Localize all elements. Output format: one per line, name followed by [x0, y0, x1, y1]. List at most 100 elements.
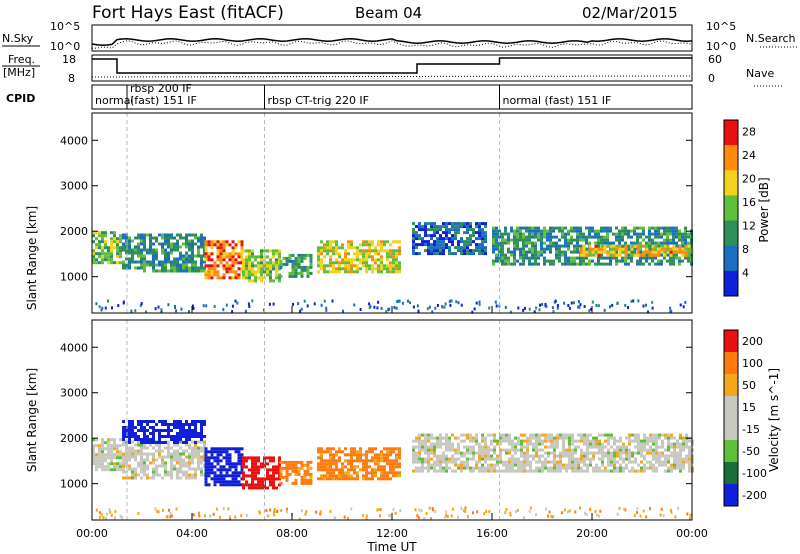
echo-cell [502, 469, 505, 473]
echo-cell [248, 264, 251, 268]
echo-cell [125, 470, 128, 474]
echo-cell [164, 464, 167, 468]
echo-cell [326, 459, 329, 463]
echo-cell [421, 460, 424, 464]
search-noise-line [91, 40, 693, 49]
echo-cell [279, 259, 283, 263]
echo-cell [131, 420, 134, 423]
echo-cell [481, 445, 484, 449]
echo-cell [365, 462, 368, 466]
echo-cell [550, 442, 553, 446]
echo-cell [685, 445, 688, 449]
echo-cell [110, 246, 113, 250]
echo-cell [619, 445, 622, 449]
echo-cell [131, 260, 134, 264]
echo-cell [607, 436, 610, 440]
echo-cell [597, 250, 601, 254]
echo-cell [502, 448, 505, 452]
echo-cell [601, 469, 604, 473]
echo-cell [164, 242, 167, 246]
echo-cell [398, 261, 401, 265]
echo-cell [128, 248, 131, 252]
echo-cell [240, 246, 244, 250]
echo-cell [149, 242, 152, 246]
echo-cell [119, 462, 122, 466]
echo-cell [495, 229, 498, 233]
echo-cell [272, 486, 275, 490]
echo-cell [146, 423, 149, 426]
echo-cell [585, 262, 588, 266]
echo-cell [269, 267, 272, 271]
echo-cell [377, 456, 380, 460]
echo-cell [553, 469, 556, 473]
echo-cell [516, 247, 519, 251]
echo-cell [323, 477, 326, 481]
echo-cell [143, 435, 146, 438]
echo-cell [661, 433, 664, 437]
echo-cell [472, 252, 475, 256]
echo-cell [95, 252, 98, 256]
echo-cell [125, 263, 128, 267]
echo-cell [219, 258, 223, 262]
echo-cell [682, 445, 685, 449]
echo-cell [398, 246, 401, 250]
echo-cell [637, 299, 640, 303]
echo-cell [603, 308, 606, 312]
echo-cell [424, 457, 427, 461]
echo-cell [176, 432, 179, 435]
echo-cell [188, 461, 191, 465]
echo-cell [222, 468, 226, 472]
echo-cell [681, 232, 684, 236]
echo-cell [472, 231, 475, 235]
echo-cell [272, 477, 275, 481]
echo-cell [591, 247, 595, 251]
echo-cell [670, 463, 673, 467]
echo-cell [161, 269, 164, 273]
echo-cell [553, 457, 556, 461]
y-tick-label: 3000 [60, 387, 88, 400]
echo-cell [285, 469, 289, 473]
echo-cell [562, 463, 565, 467]
echo-cell [110, 450, 113, 454]
echo-cell [466, 457, 469, 461]
echo-cell [663, 241, 666, 245]
echo-cell [418, 433, 421, 437]
echo-cell [555, 250, 558, 254]
echo-cell [395, 240, 398, 244]
echo-cell [621, 235, 624, 239]
echo-cell [454, 252, 457, 256]
echo-cell [421, 466, 424, 470]
echo-cell [580, 436, 583, 440]
echo-cell [601, 457, 604, 461]
echo-cell [143, 420, 146, 423]
echo-cell [538, 436, 541, 440]
echo-cell [347, 267, 350, 271]
echo-cell [194, 269, 197, 273]
echo-cell [306, 460, 310, 464]
echo-cell [558, 229, 561, 233]
echo-cell [265, 509, 268, 512]
echo-cell [504, 256, 507, 260]
echo-cell [131, 452, 134, 456]
echo-cell [457, 225, 460, 229]
echo-cell [535, 436, 538, 440]
echo-cell [219, 471, 223, 475]
echo-cell [335, 243, 338, 247]
echo-cell [247, 302, 250, 306]
echo-cell [167, 303, 170, 307]
echo-cell [152, 435, 155, 438]
echo-cell [143, 461, 146, 465]
echo-cell [228, 252, 232, 256]
echo-cell [645, 235, 648, 239]
echo-cell [490, 469, 493, 473]
echo-cell [368, 302, 371, 306]
echo-cell [395, 252, 398, 256]
echo-cell [197, 452, 200, 456]
echo-cell [475, 463, 478, 467]
echo-cell [579, 247, 583, 251]
echo-cell [272, 474, 275, 478]
echo-cell [143, 257, 146, 261]
echo-cell [263, 270, 266, 274]
echo-cell [436, 225, 439, 229]
echo-cell [649, 436, 652, 440]
